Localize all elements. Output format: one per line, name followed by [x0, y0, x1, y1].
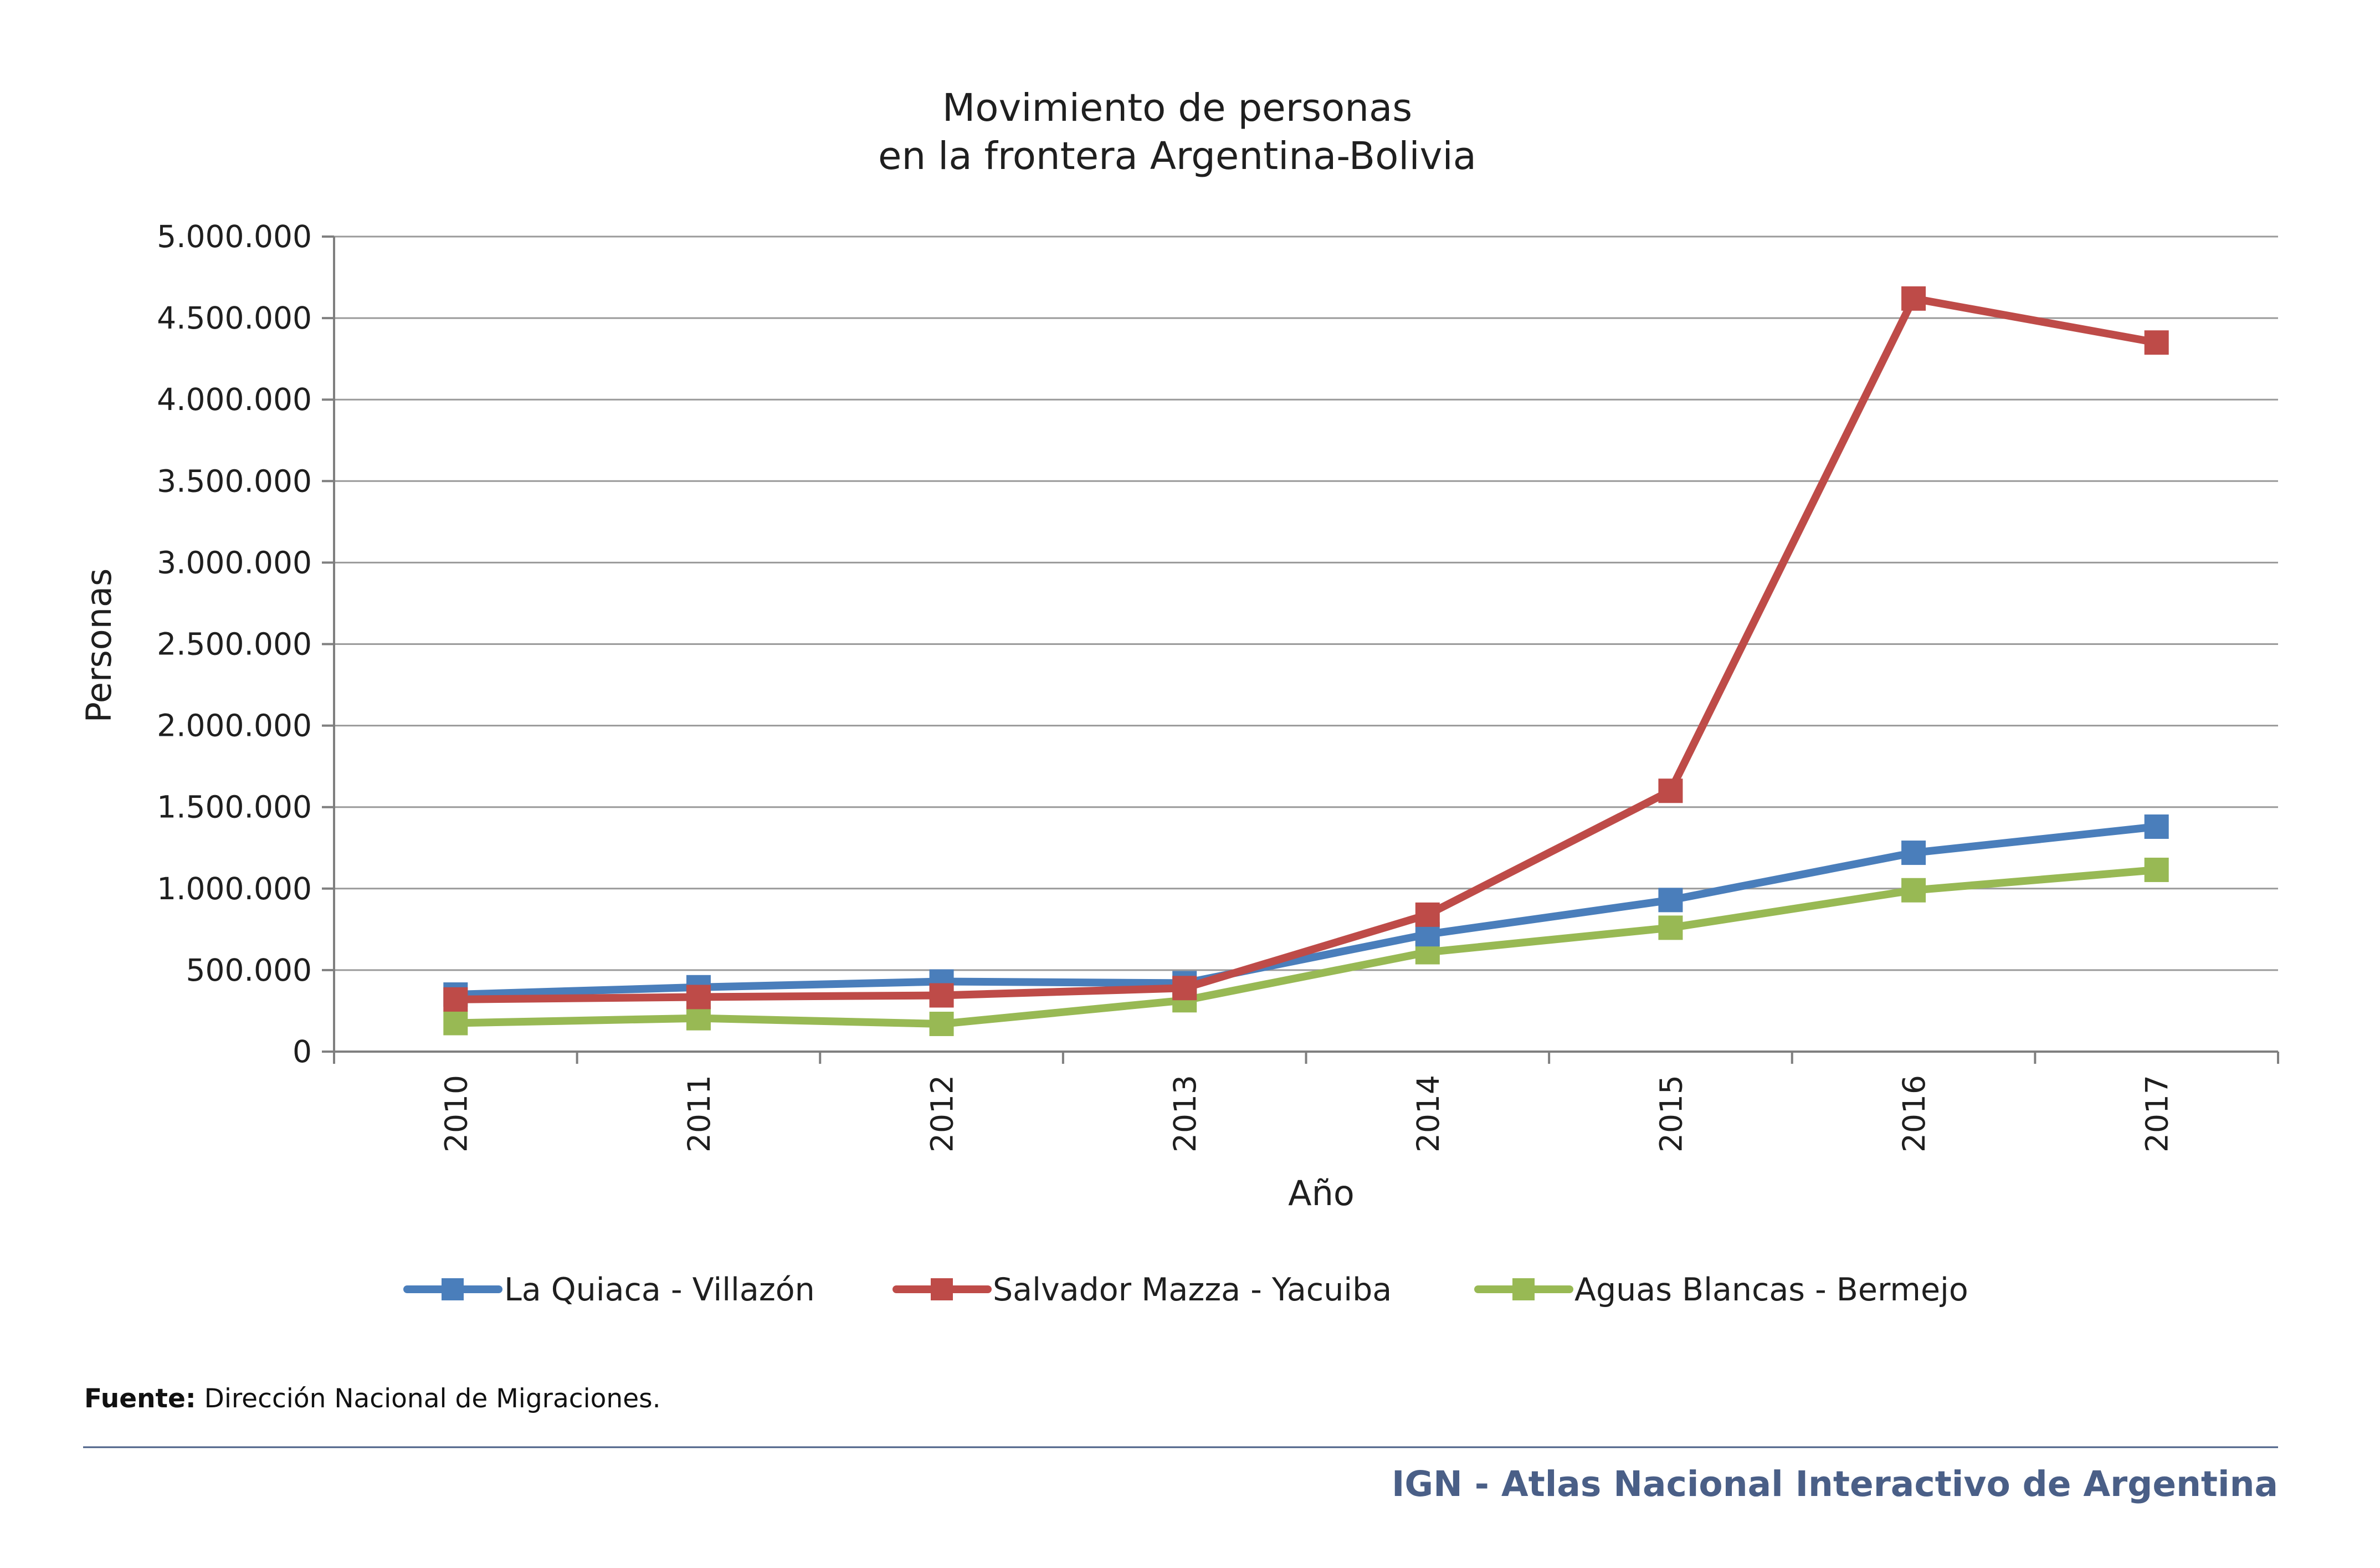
x-tick-labels: 2010 2011 2012 2013 2014 2015 2016 2017 — [438, 1075, 2174, 1152]
source-text: Dirección Nacional de Migraciones. — [196, 1383, 661, 1414]
x-tick-label: 2015 — [1653, 1075, 1689, 1152]
data-point-marker — [1901, 878, 1926, 903]
series-1 — [443, 286, 2169, 1012]
data-point-marker — [1172, 976, 1197, 1001]
source-label: Fuente: — [84, 1383, 196, 1414]
legend-swatch-marker — [1512, 1278, 1535, 1300]
axes — [333, 237, 2279, 1064]
data-point-marker — [2144, 857, 2169, 882]
y-tick-label: 3.000.000 — [157, 545, 312, 580]
data-point-marker — [929, 983, 954, 1008]
data-point-marker — [443, 1011, 468, 1036]
data-point-marker — [1658, 888, 1683, 913]
legend-label: La Quiaca - Villazón — [504, 1272, 815, 1308]
data-point-marker — [686, 1006, 711, 1031]
series-2 — [443, 857, 2169, 1036]
y-tick-label: 4.500.000 — [157, 300, 312, 336]
y-tick-labels: 0 500.000 1.000.000 1.500.000 2.000.000 2.500… — [157, 219, 312, 1069]
x-tick-label: 2017 — [2140, 1075, 2175, 1152]
x-tick-label: 2011 — [681, 1075, 717, 1152]
x-axis-title: Año — [1288, 1173, 1355, 1213]
data-point-marker — [686, 985, 711, 1010]
legend-item: Aguas Blancas - Bermejo — [1474, 1272, 1968, 1308]
series-line — [452, 823, 2161, 999]
y-tick-label: 2.000.000 — [157, 708, 312, 744]
x-tick-label: 2013 — [1167, 1075, 1203, 1152]
y-tick-label: 2.500.000 — [157, 627, 312, 662]
svg-text:Fuente: Dirección Nacional de: Fuente: Dirección Nacional de Migracione… — [84, 1383, 661, 1414]
series-line — [452, 865, 2161, 1028]
gridlines — [322, 235, 2278, 1053]
chart-title: Movimiento de personas en la frontera Ar… — [878, 86, 1476, 178]
legend-swatch-marker — [442, 1278, 464, 1300]
data-point-marker — [1658, 915, 1683, 940]
y-tick-label: 1.000.000 — [157, 871, 312, 906]
data-point-marker — [2144, 330, 2169, 355]
legend-label: Salvador Mazza - Yacuiba — [993, 1272, 1392, 1308]
data-point-marker — [929, 1011, 954, 1036]
data-point-marker — [2144, 814, 2169, 839]
x-tick-label: 2014 — [1410, 1075, 1446, 1152]
chart-title-line-2: en la frontera Argentina-Bolivia — [878, 134, 1476, 178]
data-point-marker — [1901, 841, 1926, 865]
data-point-marker — [1658, 778, 1683, 803]
y-tick-label: 3.500.000 — [157, 463, 312, 499]
y-tick-label: 4.000.000 — [157, 382, 312, 417]
y-tick-label: 5.000.000 — [157, 219, 312, 254]
chart-title-line-1: Movimiento de personas — [942, 86, 1412, 130]
data-point-marker — [1415, 902, 1440, 927]
x-tick-label: 2016 — [1896, 1075, 1932, 1152]
y-tick-label: 0 — [293, 1034, 312, 1069]
data-point-marker — [443, 987, 468, 1012]
source-note: Fuente: Dirección Nacional de Migracione… — [84, 1383, 661, 1414]
y-tick-label: 500.000 — [186, 952, 312, 988]
x-tick-label: 2012 — [925, 1075, 960, 1152]
series-lines — [443, 286, 2169, 1036]
x-tick-label: 2010 — [438, 1075, 474, 1152]
legend-swatch-marker — [931, 1278, 953, 1300]
data-point-marker — [1901, 286, 1926, 311]
legend-item: Salvador Mazza - Yacuiba — [892, 1272, 1392, 1308]
legend-label: Aguas Blancas - Bermejo — [1574, 1272, 1968, 1308]
y-tick-label: 1.500.000 — [157, 790, 312, 825]
y-axis-title: Personas — [79, 568, 119, 723]
footer-brand: IGN - Atlas Nacional Interactivo de Arge… — [1392, 1464, 2278, 1504]
series-line — [452, 294, 2161, 1003]
legend: La Quiaca - Villazón Salvador Mazza - Yac… — [403, 1272, 1968, 1308]
legend-item: La Quiaca - Villazón — [403, 1272, 815, 1308]
